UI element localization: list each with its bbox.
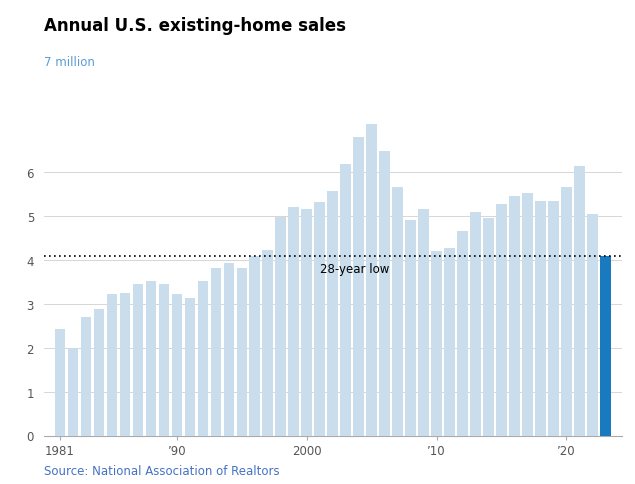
- Text: Annual U.S. existing-home sales: Annual U.S. existing-home sales: [44, 17, 347, 35]
- Bar: [328, 191, 338, 436]
- Bar: [600, 256, 611, 436]
- Bar: [236, 269, 247, 436]
- Bar: [171, 294, 182, 436]
- Bar: [457, 231, 468, 436]
- Bar: [392, 188, 403, 436]
- Bar: [185, 299, 195, 436]
- Bar: [340, 165, 351, 436]
- Bar: [314, 203, 325, 436]
- Bar: [94, 310, 104, 436]
- Bar: [483, 219, 494, 436]
- Bar: [587, 215, 598, 436]
- Bar: [145, 282, 156, 436]
- Bar: [548, 201, 559, 436]
- Bar: [496, 205, 507, 436]
- Bar: [211, 269, 221, 436]
- Bar: [405, 220, 416, 436]
- Bar: [159, 285, 170, 436]
- Bar: [107, 295, 117, 436]
- Bar: [535, 201, 546, 436]
- Bar: [302, 210, 312, 436]
- Bar: [81, 317, 91, 436]
- Bar: [68, 348, 78, 436]
- Bar: [133, 285, 144, 436]
- Bar: [522, 194, 533, 436]
- Bar: [197, 281, 208, 436]
- Bar: [55, 330, 65, 436]
- Text: Source: National Association of Realtors: Source: National Association of Realtors: [44, 464, 280, 477]
- Bar: [262, 251, 273, 436]
- Text: 28-year low: 28-year low: [320, 263, 389, 276]
- Text: 7 million: 7 million: [44, 56, 95, 69]
- Bar: [276, 217, 286, 436]
- Bar: [379, 151, 390, 436]
- Bar: [471, 212, 481, 436]
- Bar: [224, 263, 234, 436]
- Bar: [353, 138, 364, 436]
- Bar: [561, 188, 572, 436]
- Bar: [288, 208, 299, 436]
- Bar: [574, 167, 585, 436]
- Bar: [418, 209, 429, 436]
- Bar: [444, 249, 455, 436]
- Bar: [509, 197, 520, 436]
- Bar: [119, 293, 130, 436]
- Bar: [250, 256, 260, 436]
- Bar: [431, 252, 442, 436]
- Bar: [366, 125, 377, 436]
